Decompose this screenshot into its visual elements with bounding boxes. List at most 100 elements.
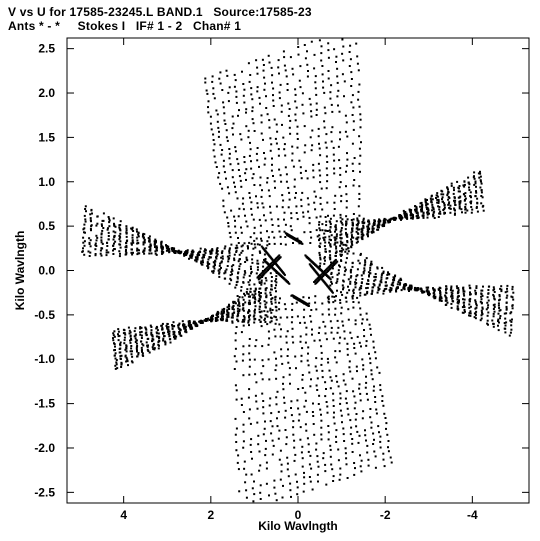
uv-point bbox=[249, 290, 252, 293]
uv-point bbox=[291, 302, 294, 305]
uv-point bbox=[222, 312, 225, 315]
uv-point bbox=[355, 365, 358, 368]
uv-point bbox=[492, 315, 495, 318]
uv-point bbox=[241, 308, 244, 311]
uv-point bbox=[481, 289, 484, 292]
uv-point bbox=[252, 247, 255, 250]
uv-point bbox=[427, 209, 430, 212]
uv-point bbox=[199, 247, 202, 250]
uv-point bbox=[100, 239, 103, 242]
uv-point bbox=[417, 216, 420, 219]
uv-point bbox=[114, 357, 117, 360]
uv-point bbox=[320, 45, 323, 48]
uv-point bbox=[372, 340, 375, 343]
uv-point bbox=[90, 229, 92, 232]
uv-point bbox=[356, 217, 359, 220]
uv-point bbox=[265, 482, 268, 485]
uv-point bbox=[216, 253, 219, 256]
uv-point bbox=[308, 296, 310, 299]
uv-point bbox=[238, 258, 241, 261]
uv-point bbox=[335, 61, 337, 63]
uv-point bbox=[247, 281, 250, 284]
uv-point bbox=[329, 254, 332, 257]
uv-point bbox=[224, 270, 227, 273]
uv-point bbox=[275, 309, 278, 312]
uv-point bbox=[351, 236, 354, 239]
uv-point bbox=[255, 272, 258, 275]
uv-point bbox=[356, 55, 359, 58]
uv-point bbox=[263, 319, 266, 321]
uv-point bbox=[249, 422, 252, 425]
uv-point bbox=[202, 256, 205, 259]
uv-point bbox=[151, 339, 154, 342]
uv-point bbox=[264, 82, 266, 85]
uv-point bbox=[133, 330, 136, 333]
uv-point bbox=[120, 361, 123, 364]
uv-point bbox=[266, 113, 269, 116]
uv-point bbox=[278, 254, 281, 257]
uv-point bbox=[243, 316, 246, 319]
uv-point bbox=[294, 473, 297, 476]
uv-point bbox=[331, 110, 334, 113]
uv-point bbox=[469, 191, 472, 194]
uv-point bbox=[437, 288, 440, 291]
uv-point bbox=[296, 125, 299, 128]
uv-point bbox=[179, 332, 181, 335]
uv-point bbox=[263, 310, 266, 313]
uv-point bbox=[245, 496, 248, 499]
uv-point bbox=[318, 326, 321, 329]
uv-point bbox=[125, 246, 128, 249]
uv-point bbox=[199, 321, 202, 324]
uv-point bbox=[245, 473, 248, 476]
uv-point bbox=[141, 350, 143, 353]
uv-point bbox=[243, 460, 246, 463]
uv-point bbox=[438, 299, 441, 302]
uv-point bbox=[277, 410, 280, 413]
uv-point bbox=[241, 296, 244, 299]
plot-frame bbox=[66, 37, 530, 504]
uv-point bbox=[166, 326, 168, 329]
uv-point bbox=[481, 307, 484, 310]
uv-point bbox=[351, 240, 354, 243]
uv-point bbox=[306, 359, 309, 362]
uv-point bbox=[204, 251, 207, 254]
uv-point bbox=[259, 464, 262, 467]
uv-point bbox=[125, 344, 128, 347]
uv-point bbox=[311, 333, 313, 336]
uv-point bbox=[249, 279, 251, 282]
uv-point bbox=[377, 226, 380, 229]
uv-point bbox=[275, 275, 278, 278]
plot-title-line2: Ants * - * Stokes I IF# 1 - 2 Chan# 1 bbox=[8, 19, 242, 33]
uv-point bbox=[296, 146, 299, 149]
uv-point bbox=[324, 241, 327, 244]
uv-point bbox=[450, 182, 453, 185]
uv-point bbox=[336, 331, 339, 334]
uv-point bbox=[136, 247, 139, 250]
uv-point bbox=[363, 267, 366, 270]
uv-point bbox=[341, 73, 344, 76]
uv-point bbox=[351, 222, 354, 225]
uv-point bbox=[275, 403, 278, 406]
uv-point bbox=[410, 211, 412, 214]
uv-point bbox=[371, 289, 374, 292]
uv-point bbox=[314, 295, 317, 298]
uv-point bbox=[351, 297, 354, 300]
uv-point bbox=[450, 302, 453, 305]
uv-point bbox=[211, 318, 214, 321]
uv-point bbox=[234, 225, 237, 228]
uv-point bbox=[259, 491, 262, 494]
uv-point bbox=[362, 225, 365, 228]
uv-point bbox=[506, 284, 509, 287]
uv-point bbox=[242, 319, 245, 321]
uv-point bbox=[226, 265, 229, 267]
uv-point bbox=[217, 269, 220, 272]
uv-point bbox=[335, 295, 337, 298]
uv-point bbox=[440, 193, 443, 196]
uv-point bbox=[390, 289, 393, 291]
uv-point bbox=[259, 315, 262, 318]
uv-point bbox=[277, 148, 280, 151]
uv-point bbox=[123, 342, 126, 345]
uv-point bbox=[358, 288, 361, 291]
uv-point bbox=[247, 293, 250, 296]
uv-point bbox=[131, 350, 133, 353]
